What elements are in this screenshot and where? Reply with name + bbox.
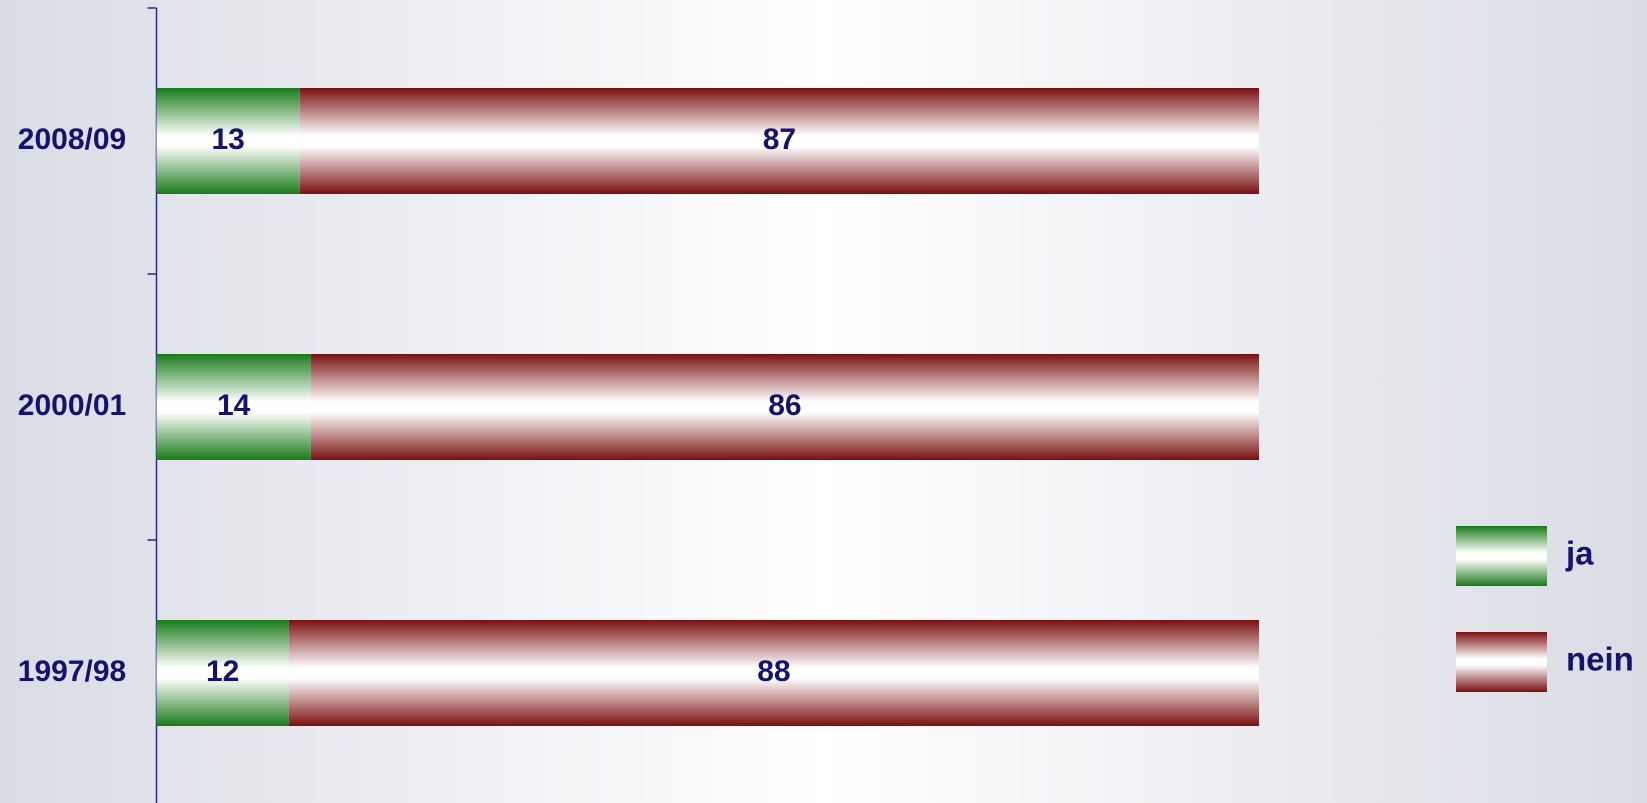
category-label: 2000/01 bbox=[18, 389, 126, 422]
bar-segment bbox=[288, 620, 1259, 726]
value-label: 13 bbox=[211, 123, 244, 156]
legend-swatch bbox=[1456, 526, 1547, 586]
bar-segment bbox=[156, 354, 311, 460]
bar-segment bbox=[310, 354, 1260, 460]
value-label: 12 bbox=[206, 655, 239, 688]
legend-label: ja bbox=[1565, 535, 1594, 572]
bar-segment bbox=[156, 620, 289, 726]
value-label: 87 bbox=[763, 123, 796, 156]
value-label: 14 bbox=[217, 389, 251, 422]
value-label: 86 bbox=[768, 389, 801, 422]
legend-swatch bbox=[1456, 632, 1547, 692]
category-label: 2008/09 bbox=[18, 123, 126, 156]
value-label: 88 bbox=[757, 655, 790, 688]
legend-label: nein bbox=[1566, 641, 1634, 678]
bar-segment bbox=[299, 88, 1259, 194]
category-label: 1997/98 bbox=[18, 655, 126, 688]
bar-segment bbox=[156, 88, 300, 194]
